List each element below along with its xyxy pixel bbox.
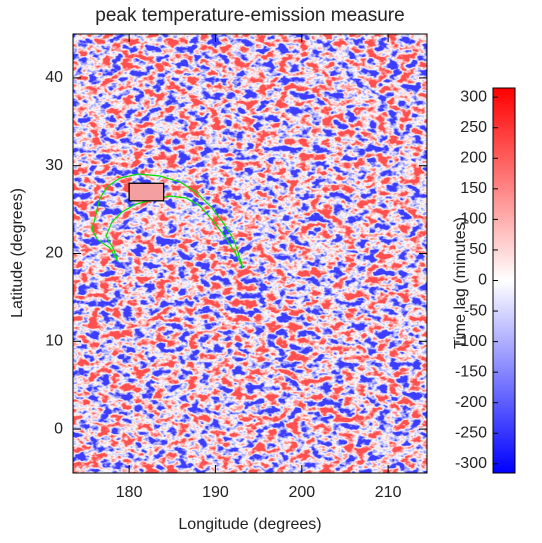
colorbar-tick-label: -250 [455, 424, 487, 441]
x-tick-label: 190 [202, 484, 229, 501]
region-box [128, 182, 165, 202]
y-tick-label: 30 [45, 157, 63, 174]
y-tick-label: 20 [45, 245, 63, 262]
x-tick-label: 200 [288, 484, 315, 501]
colorbar-label: Time lag (minutes) [452, 217, 469, 349]
y-tick-label: 40 [45, 69, 63, 86]
y-tick-label: 10 [45, 333, 63, 350]
colorbar-tick-label: -300 [455, 455, 487, 472]
colorbar-tick-label: -50 [464, 302, 487, 319]
x-axis-label: Longitude (degrees) [178, 516, 321, 533]
x-tick-label: 180 [116, 484, 143, 501]
chart-title: peak temperature-emission measure [95, 5, 404, 26]
colorbar-tick-label: -100 [455, 333, 487, 350]
x-tick-label: 210 [375, 484, 402, 501]
colorbar-tick-label: 200 [460, 149, 487, 166]
colorbar-tick-label: 150 [460, 180, 487, 197]
y-axis-label: Latitude (degrees) [9, 188, 26, 318]
colorbar-tick-label: 300 [460, 88, 487, 105]
plot-area [73, 34, 427, 473]
colorbar-tick-label: 100 [460, 211, 487, 228]
contour [91, 173, 244, 269]
y-tick-label: 0 [54, 420, 63, 437]
colorbar-tick-label: -150 [455, 363, 487, 380]
heatmap-image [73, 34, 427, 473]
colorbar-tick-label: 250 [460, 119, 487, 136]
colorbar-tick-label: 50 [469, 241, 487, 258]
colorbar-tick-label: 0 [478, 272, 487, 289]
colorbar-tick-label: -200 [455, 394, 487, 411]
